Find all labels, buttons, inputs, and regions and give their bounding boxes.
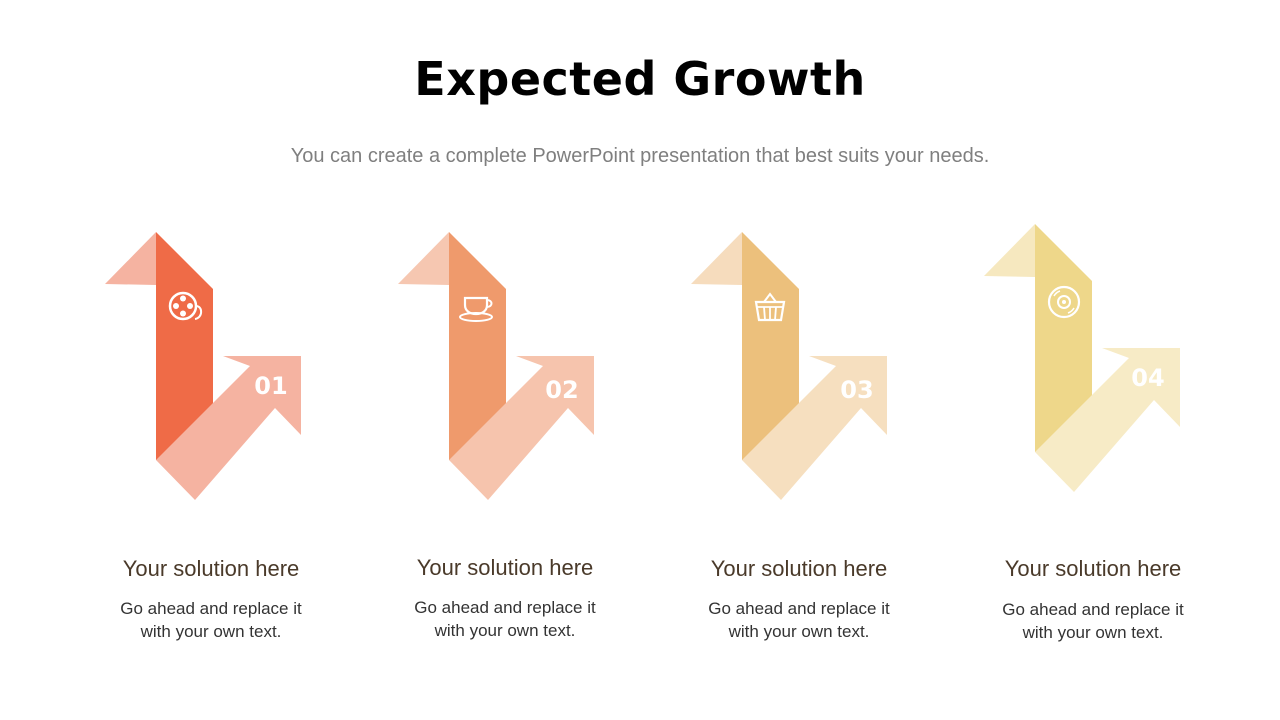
step-number: 03 bbox=[840, 376, 874, 404]
slide-title: Expected Growth bbox=[414, 52, 866, 106]
step-number: 01 bbox=[254, 372, 288, 400]
slide-subtitle: You can create a complete PowerPoint pre… bbox=[290, 145, 990, 167]
growth-step-1: 01 bbox=[105, 232, 345, 692]
step-description: Go ahead and replace it with your own te… bbox=[988, 598, 1198, 644]
growth-arrow-3 bbox=[691, 232, 887, 500]
growth-step-2: 02 bbox=[398, 232, 638, 692]
step-heading: Your solution here bbox=[710, 556, 888, 581]
film-reel-icon bbox=[165, 286, 205, 326]
step-description-line: with your own text. bbox=[1022, 623, 1164, 642]
step-number: 02 bbox=[545, 376, 579, 404]
vinyl-disc-icon bbox=[1044, 282, 1084, 322]
step-description-line: Go ahead and replace it bbox=[1002, 600, 1184, 619]
step-description-line: with your own text. bbox=[434, 621, 576, 640]
shopping-basket-icon bbox=[751, 288, 791, 328]
step-description-line: Go ahead and replace it bbox=[120, 599, 302, 618]
growth-step-4: 04 bbox=[984, 224, 1224, 684]
growth-step-3: 03 bbox=[691, 232, 931, 692]
step-description: Go ahead and replace it with your own te… bbox=[400, 596, 610, 642]
coffee-cup-icon bbox=[458, 288, 498, 328]
step-description-line: with your own text. bbox=[728, 622, 870, 641]
step-number: 04 bbox=[1131, 364, 1165, 392]
step-heading: Your solution here bbox=[122, 556, 300, 581]
growth-arrow-2 bbox=[398, 232, 594, 500]
step-heading: Your solution here bbox=[416, 555, 594, 580]
step-description: Go ahead and replace it with your own te… bbox=[106, 597, 316, 643]
step-description-line: with your own text. bbox=[140, 622, 282, 641]
growth-arrow-4 bbox=[984, 224, 1180, 492]
step-description-line: Go ahead and replace it bbox=[708, 599, 890, 618]
step-heading: Your solution here bbox=[1004, 556, 1182, 581]
step-description: Go ahead and replace it with your own te… bbox=[694, 597, 904, 643]
growth-arrow-1 bbox=[105, 232, 301, 500]
step-description-line: Go ahead and replace it bbox=[414, 598, 596, 617]
